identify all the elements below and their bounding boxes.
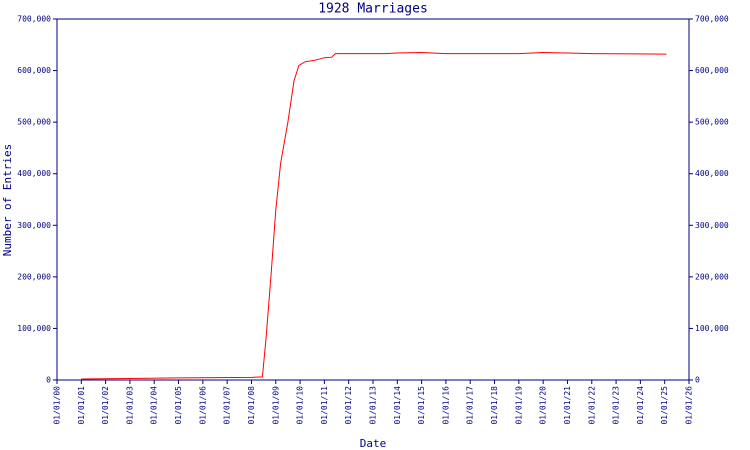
x-tick-label: 01/01/21 bbox=[563, 386, 572, 425]
x-axis-label: Date bbox=[360, 437, 387, 450]
y2-tick-label: 300,000 bbox=[695, 221, 729, 230]
y2-tick-label: 100,000 bbox=[695, 324, 729, 333]
x-tick-label: 01/01/01 bbox=[77, 386, 86, 425]
x-tick-label: 01/01/11 bbox=[320, 386, 329, 425]
x-tick-label: 01/01/16 bbox=[441, 386, 450, 425]
y-tick-label: 0 bbox=[46, 376, 51, 385]
y-axis-label: Number of Entries bbox=[1, 144, 14, 257]
x-tick-label: 01/01/00 bbox=[53, 386, 62, 425]
x-tick-label: 01/01/02 bbox=[101, 386, 110, 425]
x-tick-label: 01/01/14 bbox=[393, 386, 402, 425]
x-tick-label: 01/01/05 bbox=[174, 386, 183, 425]
x-tick-label: 01/01/23 bbox=[612, 386, 621, 425]
y2-tick-label: 600,000 bbox=[695, 66, 729, 75]
x-tick-label: 01/01/19 bbox=[514, 386, 523, 425]
x-tick-label: 01/01/10 bbox=[296, 386, 305, 425]
y2-tick-label: 400,000 bbox=[695, 169, 729, 178]
y-tick-label: 200,000 bbox=[17, 272, 51, 281]
x-tick-label: 01/01/20 bbox=[539, 386, 548, 425]
x-tick-label: 01/01/06 bbox=[198, 386, 207, 425]
y-tick-label: 100,000 bbox=[17, 324, 51, 333]
x-tick-label: 01/01/07 bbox=[223, 386, 232, 425]
y-tick-label: 400,000 bbox=[17, 169, 51, 178]
x-tick-label: 01/01/17 bbox=[466, 386, 475, 425]
y-tick-label: 700,000 bbox=[17, 15, 51, 24]
x-tick-label: 01/01/03 bbox=[125, 386, 134, 425]
x-tick-label: 01/01/18 bbox=[490, 386, 499, 425]
y-tick-label: 500,000 bbox=[17, 118, 51, 127]
x-tick-label: 01/01/24 bbox=[636, 386, 645, 425]
x-tick-label: 01/01/26 bbox=[685, 386, 694, 425]
data-line bbox=[81, 51, 667, 380]
y-tick-label: 300,000 bbox=[17, 221, 51, 230]
y2-tick-label: 500,000 bbox=[695, 118, 729, 127]
x-tick-label: 01/01/15 bbox=[417, 386, 426, 425]
y2-tick-label: 0 bbox=[695, 376, 700, 385]
x-tick-label: 01/01/22 bbox=[587, 386, 596, 425]
x-tick-label: 01/01/13 bbox=[369, 386, 378, 425]
x-tick-label: 01/01/09 bbox=[271, 386, 280, 425]
chart-title: 1928 Marriages bbox=[318, 2, 428, 17]
y2-tick-label: 200,000 bbox=[695, 272, 729, 281]
x-tick-label: 01/01/25 bbox=[660, 386, 669, 425]
y2-tick-label: 700,000 bbox=[695, 15, 729, 24]
x-tick-label: 01/01/08 bbox=[247, 386, 256, 425]
y-tick-label: 600,000 bbox=[17, 66, 51, 75]
x-tick-label: 01/01/12 bbox=[344, 386, 353, 425]
x-tick-label: 01/01/04 bbox=[150, 386, 159, 425]
